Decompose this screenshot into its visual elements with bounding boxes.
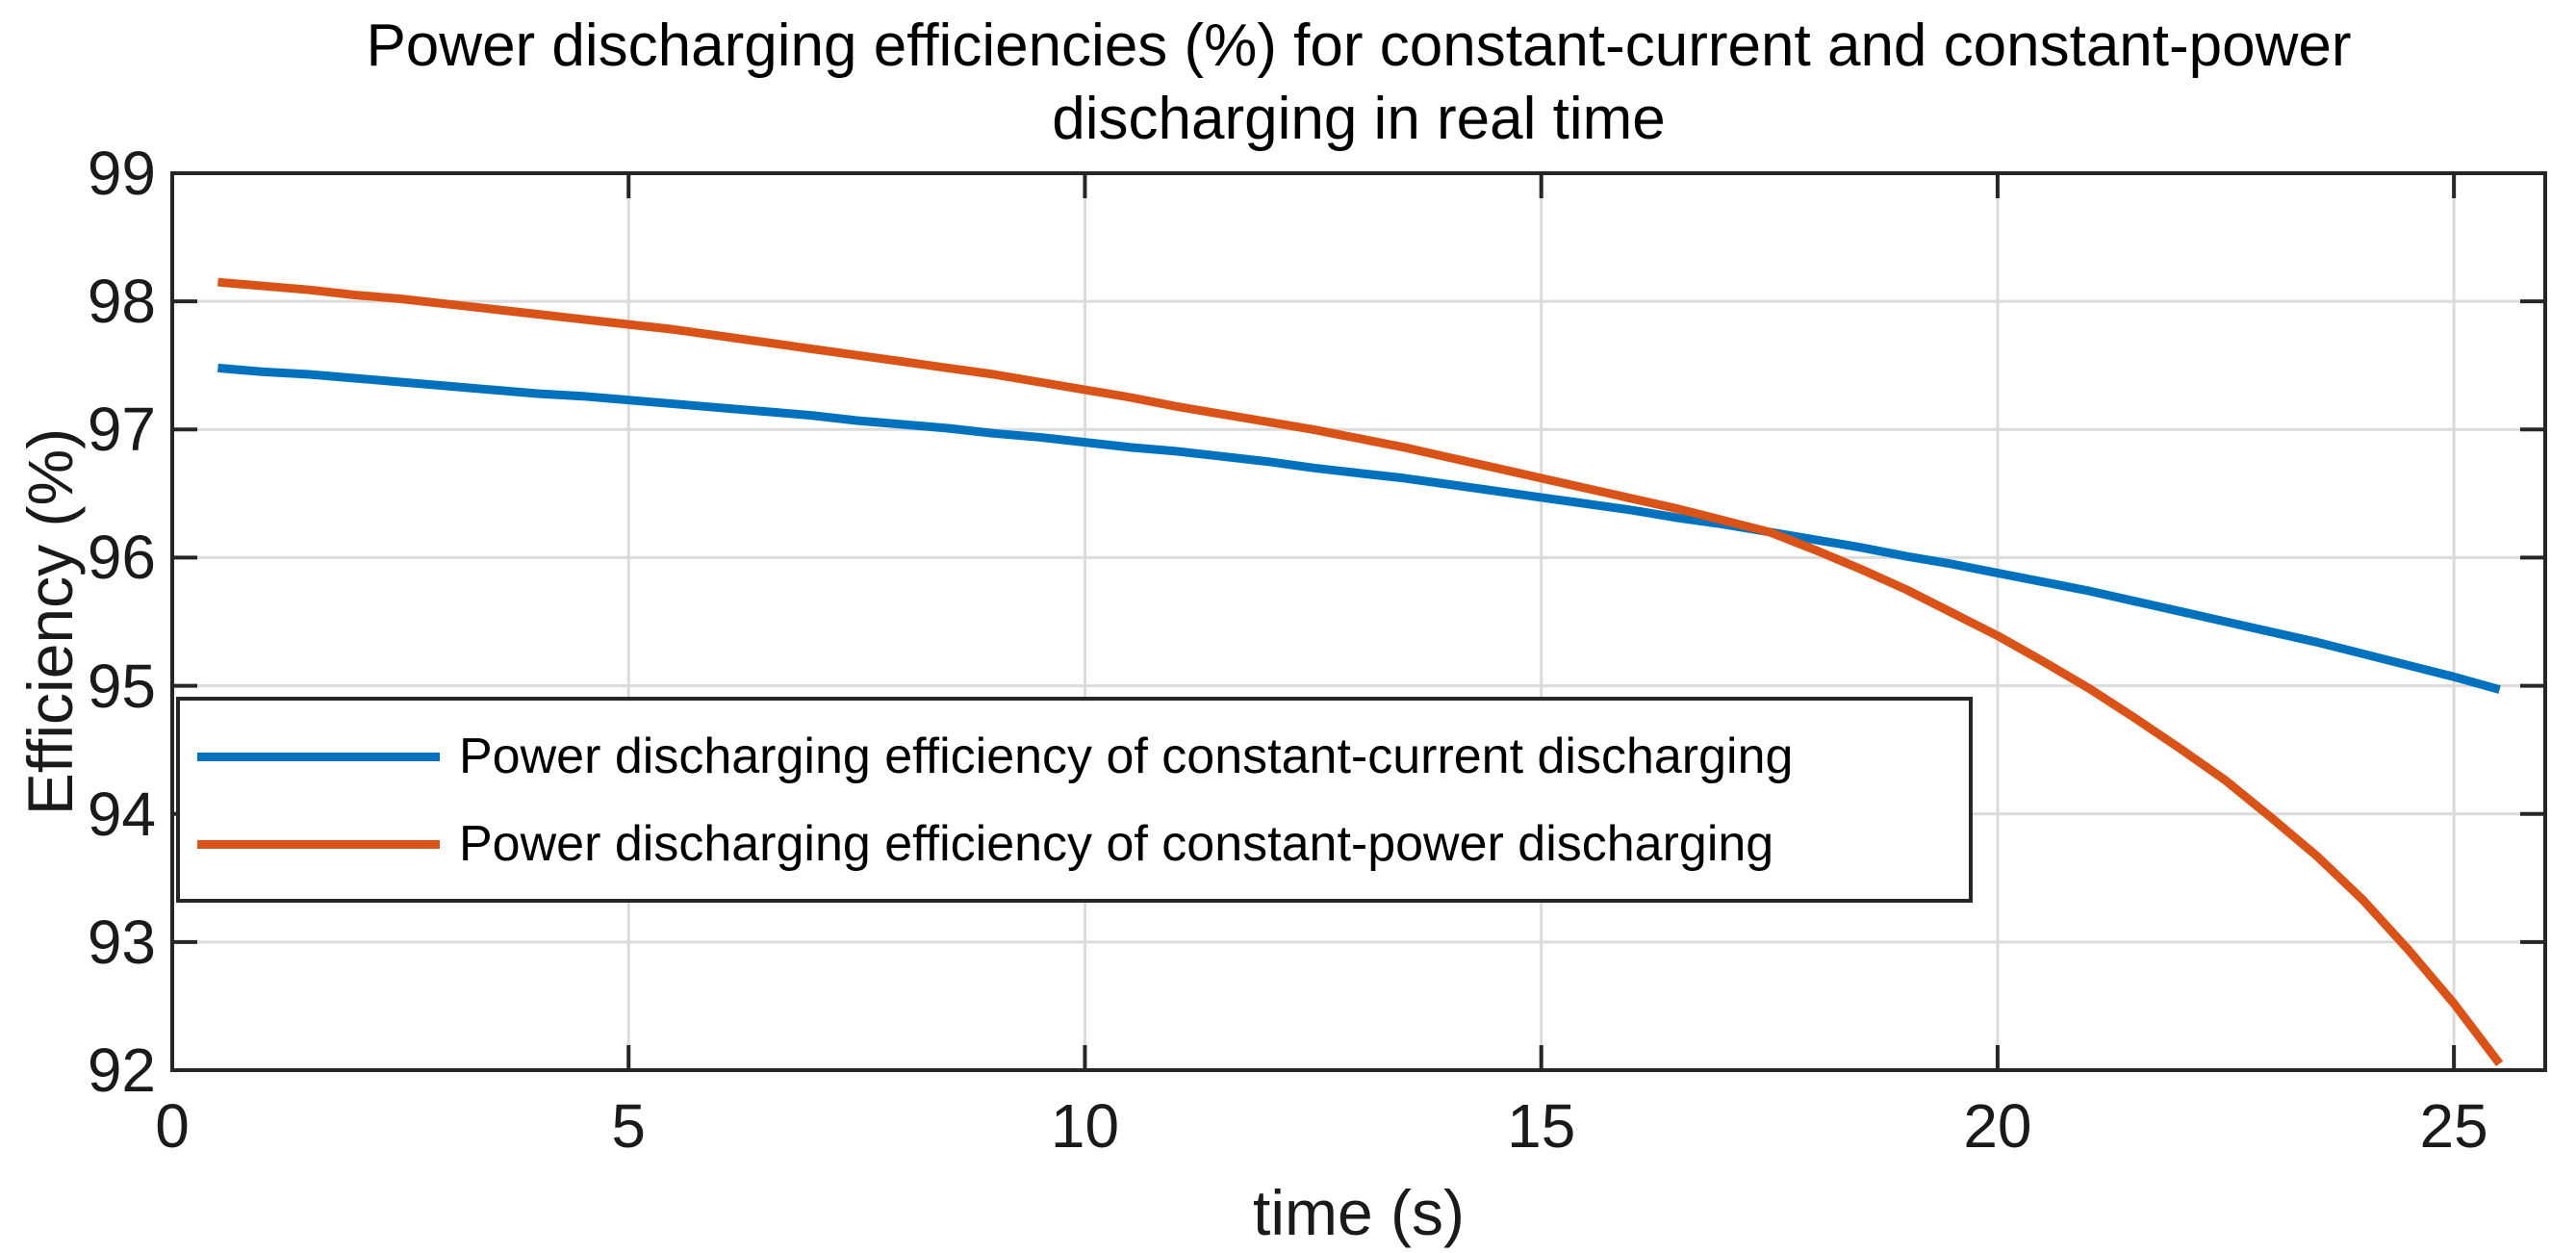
y-axis-label: Efficiency (%) [14,427,86,816]
y-tick-label: 92 [87,1036,156,1105]
y-tick-label: 95 [87,651,156,721]
curve-constant-power [217,277,2504,1067]
y-tick-label: 94 [87,779,156,849]
x-axis-label: time (s) [1253,1177,1465,1248]
legend-item-constant-power: Power discharging efficiency of constant… [180,819,1969,869]
y-tick-label: 93 [87,907,156,977]
x-tick-label: 5 [611,1091,647,1161]
legend-label-constant-current: Power discharging efficiency of constant… [459,729,1794,784]
chart-title-line2: discharging in real time [1052,86,1666,152]
chart-title-line1: Power discharging efficiencies (%) for c… [366,13,2352,79]
chart-title: Power discharging efficiencies (%) for c… [172,10,2545,156]
curve-constant-current [217,363,2501,694]
y-tick-label: 98 [87,267,156,337]
axes-box [170,171,2547,1072]
legend: Power discharging efficiency of constant… [176,697,1973,903]
y-tick-label: 96 [87,523,156,593]
legend-item-constant-current: Power discharging efficiency of constant… [180,731,1969,781]
y-tick-label: 97 [87,395,156,465]
legend-line-sample-orange [197,840,440,849]
legend-label-constant-power: Power discharging efficiency of constant… [459,816,1774,872]
y-tick-label: 99 [87,139,156,208]
x-tick-label: 25 [2419,1091,2488,1161]
x-tick-label: 20 [1963,1091,2032,1161]
x-tick-label: 10 [1050,1091,1120,1161]
x-tick-label: 15 [1507,1091,1576,1161]
legend-line-sample-blue [197,753,440,761]
x-tick-label: 0 [155,1091,190,1161]
